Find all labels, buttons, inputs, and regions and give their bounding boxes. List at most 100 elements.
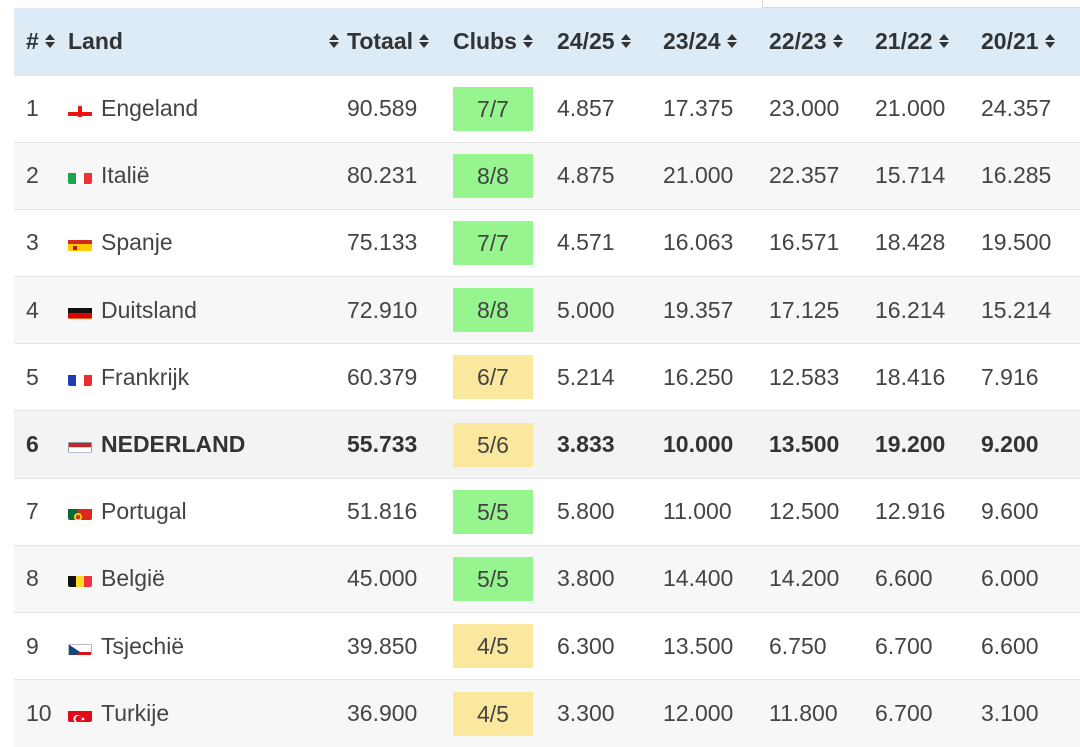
country-name[interactable]: Turkije [101,700,169,726]
season-2324-cell: 10.000 [663,411,769,478]
season-2324-cell: 12.000 [663,680,769,747]
clubs-cell: 6/7 [453,344,557,411]
country-name[interactable]: Duitsland [101,297,197,323]
sort-icon[interactable] [419,34,429,48]
sort-icon[interactable] [329,34,339,48]
season-2324-cell: 21.000 [663,142,769,209]
column-header-2021[interactable]: 20/21 [981,8,1080,75]
clubs-badge: 8/8 [453,154,533,198]
clubs-badge: 4/5 [453,624,533,668]
clubs-badge: 5/5 [453,490,533,534]
total-cell: 39.850 [347,613,453,680]
country-name[interactable]: België [101,565,165,591]
column-header-2425[interactable]: 24/25 [557,8,663,75]
column-header-2324[interactable]: 23/24 [663,8,769,75]
season-2122-cell: 15.714 [875,142,981,209]
total-cell: 80.231 [347,142,453,209]
column-header-2223[interactable]: 22/23 [769,8,875,75]
clubs-cell: 7/7 [453,75,557,142]
season-2425-cell: 4.571 [557,209,663,276]
total-cell: 51.816 [347,478,453,545]
country-cell[interactable]: Portugal [68,478,347,545]
season-2021-cell: 15.214 [981,277,1080,344]
total-cell: 72.910 [347,277,453,344]
clubs-cell: 7/7 [453,209,557,276]
season-2324-cell: 13.500 [663,613,769,680]
column-header-rank[interactable]: # [14,8,68,75]
season-2021-cell: 16.285 [981,142,1080,209]
country-cell[interactable]: Frankrijk [68,344,347,411]
france-flag-icon [68,370,92,386]
season-2324-cell: 11.000 [663,478,769,545]
czechia-flag-icon [68,639,92,655]
rank-cell: 7 [14,478,68,545]
column-header-totaal[interactable]: Totaal [347,8,453,75]
country-cell[interactable]: Duitsland [68,277,347,344]
country-cell[interactable]: Italië [68,142,347,209]
rank-cell: 9 [14,613,68,680]
column-header-land[interactable]: Land [68,8,347,75]
column-header-2122[interactable]: 21/22 [875,8,981,75]
country-name[interactable]: Frankrijk [101,364,189,390]
column-header-clubs[interactable]: Clubs [453,8,557,75]
country-name[interactable]: Tsjechië [101,633,184,659]
season-2223-cell: 16.571 [769,209,875,276]
clubs-badge: 4/5 [453,692,533,736]
clubs-badge: 7/7 [453,221,533,265]
clubs-cell: 5/5 [453,478,557,545]
country-name[interactable]: Spanje [101,229,173,255]
sort-icon[interactable] [939,34,949,48]
country-cell[interactable]: België [68,545,347,612]
season-2425-cell: 5.214 [557,344,663,411]
country-name[interactable]: Portugal [101,498,187,524]
season-2324-cell: 16.063 [663,209,769,276]
netherlands-flag-icon [68,437,92,453]
season-2425-cell: 6.300 [557,613,663,680]
season-2425-cell: 3.300 [557,680,663,747]
season-2122-cell: 16.214 [875,277,981,344]
clubs-badge: 7/7 [453,87,533,131]
season-2425-cell: 3.800 [557,545,663,612]
rank-cell: 1 [14,75,68,142]
season-2021-cell: 19.500 [981,209,1080,276]
country-cell[interactable]: Engeland [68,75,347,142]
country-name[interactable]: Engeland [101,95,198,121]
season-2324-cell: 14.400 [663,545,769,612]
clubs-cell: 8/8 [453,142,557,209]
country-name[interactable]: NEDERLAND [101,431,245,457]
clubs-cell: 4/5 [453,613,557,680]
country-cell[interactable]: NEDERLAND [68,411,347,478]
country-cell[interactable]: Turkije [68,680,347,747]
season-2425-cell: 5.000 [557,277,663,344]
season-2021-cell: 24.357 [981,75,1080,142]
season-2122-cell: 18.416 [875,344,981,411]
rank-cell: 5 [14,344,68,411]
sort-icon[interactable] [621,34,631,48]
season-2425-cell: 4.875 [557,142,663,209]
season-2021-cell: 9.200 [981,411,1080,478]
sort-icon[interactable] [727,34,737,48]
total-cell: 45.000 [347,545,453,612]
season-2122-cell: 21.000 [875,75,981,142]
season-2122-cell: 6.700 [875,613,981,680]
country-name[interactable]: Italië [101,162,150,188]
sort-icon[interactable] [1045,34,1055,48]
season-2122-cell: 6.700 [875,680,981,747]
clubs-cell: 8/8 [453,277,557,344]
country-cell[interactable]: Spanje [68,209,347,276]
country-cell[interactable]: Tsjechië [68,613,347,680]
clubs-badge: 5/5 [453,557,533,601]
sort-icon[interactable] [833,34,843,48]
season-2021-cell: 3.100 [981,680,1080,747]
season-2425-cell: 5.800 [557,478,663,545]
season-2021-cell: 9.600 [981,478,1080,545]
italy-flag-icon [68,168,92,184]
season-2223-cell: 13.500 [769,411,875,478]
clubs-badge: 8/8 [453,288,533,332]
sort-icon[interactable] [523,34,533,48]
sort-icon[interactable] [45,34,55,48]
